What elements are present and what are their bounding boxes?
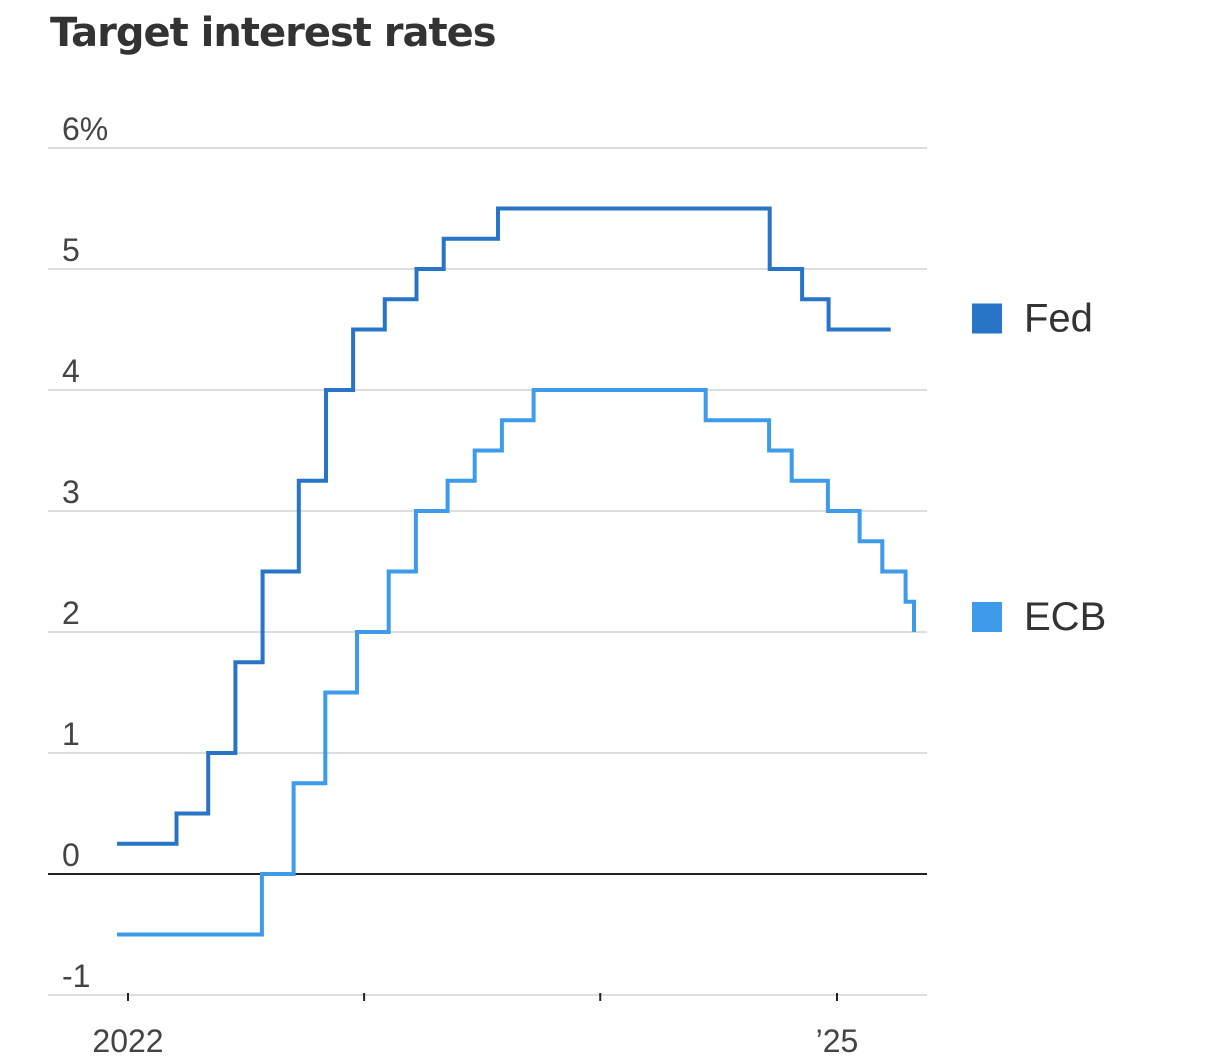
y-tick-label: 6% xyxy=(62,111,108,147)
legend-swatch-ecb xyxy=(972,602,1002,632)
legend-label-fed: Fed xyxy=(1024,297,1093,341)
y-tick-label: 2 xyxy=(62,595,80,631)
y-axis-tick-labels: 6% 5 4 3 2 1 0 -1 xyxy=(62,111,108,994)
series-lines xyxy=(117,206,916,937)
y-tick-label: 5 xyxy=(62,232,80,268)
series-line-fed xyxy=(117,206,891,846)
y-tick-label: 4 xyxy=(62,353,80,389)
y-tick-label: 3 xyxy=(62,474,80,510)
gridlines xyxy=(48,147,927,996)
chart-title: Target interest rates xyxy=(50,10,497,56)
y-tick-label: 1 xyxy=(62,716,80,752)
y-tick-label: -1 xyxy=(62,958,90,994)
legend-swatch-fed xyxy=(972,303,1002,334)
y-tick-label: 0 xyxy=(62,837,80,873)
legend-label-ecb: ECB xyxy=(1024,595,1106,639)
x-axis: 2022 ’25 xyxy=(92,993,858,1057)
series-line-ecb xyxy=(117,388,916,937)
x-tick-label: ’25 xyxy=(816,1023,859,1057)
x-tick-label: 2022 xyxy=(92,1023,163,1057)
legend: Fed ECB xyxy=(972,297,1106,639)
